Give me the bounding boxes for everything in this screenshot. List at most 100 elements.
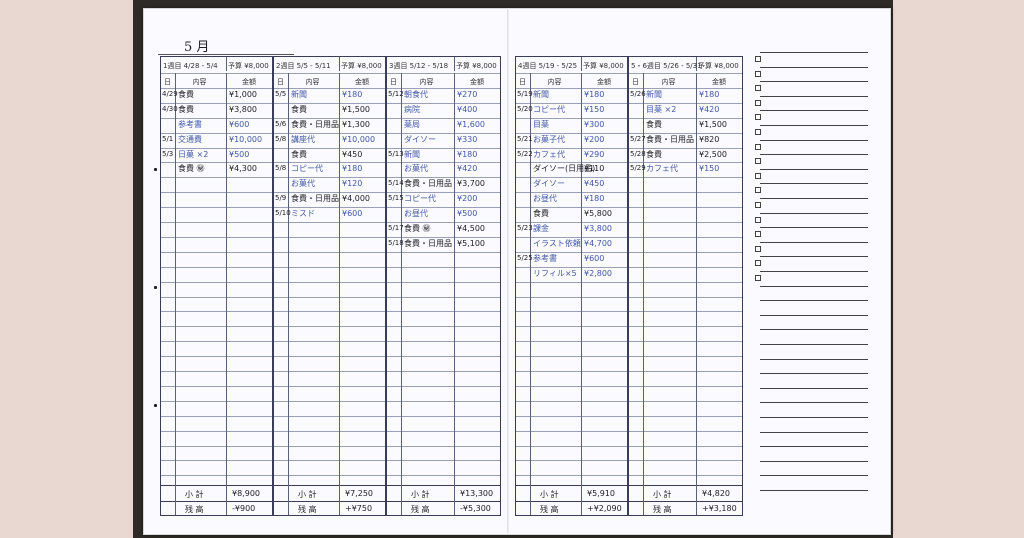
todo-checkbox[interactable] — [755, 216, 761, 223]
entry-item: コピー代 — [404, 194, 436, 204]
week-table-2: 2週目 5/5 - 5/11 予算 ¥8,000 日 内容 金額 5/5 新聞 ¥180 食費 ¥… — [273, 56, 386, 516]
ruled-line — [516, 207, 627, 209]
ruled-line — [274, 475, 385, 477]
ruled-line — [161, 326, 272, 328]
entry-item: ダイソー — [404, 134, 436, 144]
note-line — [760, 52, 868, 53]
subtotal-label: 小 計 — [298, 490, 317, 499]
entry-day: 5/15 — [388, 194, 404, 203]
todo-checkbox[interactable] — [755, 187, 761, 194]
ruled-line — [274, 296, 385, 298]
todo-checkbox[interactable] — [755, 202, 761, 208]
week-title: 5・6週目 5/26 - 5/31 — [631, 62, 702, 70]
subtotal-label: 小 計 — [540, 490, 559, 499]
todo-checkbox[interactable] — [755, 231, 761, 238]
entry-item: 食費 — [646, 119, 662, 129]
todo-checkbox[interactable] — [755, 114, 761, 121]
ruled-line — [387, 281, 500, 283]
ruled-line — [516, 385, 627, 387]
ruled-line — [387, 430, 500, 432]
column-header-amount: 金額 — [712, 78, 726, 86]
ruled-line — [629, 385, 742, 387]
ruled-line — [274, 117, 385, 119]
ruled-line — [629, 177, 742, 179]
entry-item: 交通費 — [178, 134, 202, 144]
entry-item: コピー代 — [533, 104, 565, 114]
todo-checkbox[interactable] — [755, 172, 761, 179]
note-line — [760, 431, 868, 433]
todo-checkbox[interactable] — [755, 56, 761, 62]
entry-day: 5/18 — [388, 238, 404, 247]
column-header-day: 日 — [277, 78, 284, 86]
column-header-amount: 金額 — [242, 78, 256, 86]
balance-label: 残 高 — [540, 505, 559, 514]
todo-checkbox[interactable] — [755, 158, 761, 165]
ruled-line — [274, 326, 385, 328]
week-budget: 予算 ¥8,000 — [341, 62, 382, 70]
entry-day: 5/23 — [517, 224, 533, 232]
ruled-line — [516, 400, 627, 402]
ruled-line — [629, 326, 742, 328]
entry-amount: ¥1,500 — [342, 104, 370, 114]
ruled-line — [274, 415, 385, 417]
note-line — [760, 344, 868, 345]
note-line — [760, 110, 868, 112]
subtotal-value: ¥7,250 — [345, 489, 373, 498]
note-line — [760, 81, 868, 83]
column-divider — [288, 73, 289, 515]
footer-line — [274, 501, 385, 502]
note-line — [760, 314, 868, 316]
week-budget: 予算 ¥8,000 — [583, 62, 624, 70]
entry-amount: ¥180 — [342, 89, 363, 99]
week-budget: 予算 ¥8,000 — [698, 62, 739, 70]
ruled-line — [161, 371, 272, 372]
footer-line — [274, 485, 385, 486]
entry-day: 5/28 — [630, 149, 646, 158]
todo-checkbox[interactable] — [755, 85, 761, 92]
ruled-line — [387, 177, 500, 179]
entry-item: 食費・日用品 — [404, 238, 452, 248]
note-line — [760, 373, 868, 375]
entry-item: カフェ代 — [646, 164, 678, 174]
entry-item: お菓代 — [404, 164, 428, 174]
todo-checkbox[interactable] — [755, 245, 761, 252]
entry-day: 5/8 — [275, 134, 287, 143]
entry-amount: ¥400 — [457, 104, 478, 114]
ruled-line — [274, 102, 385, 104]
todo-checkbox[interactable] — [755, 260, 761, 267]
entry-day: 5/9 — [275, 194, 287, 203]
ruled-line — [629, 281, 742, 283]
ruled-line — [629, 251, 742, 253]
entry-item: カフェ代 — [533, 149, 565, 159]
todo-checkbox[interactable] — [755, 99, 761, 106]
footer-line — [161, 501, 272, 502]
entry-amount: ¥120 — [342, 179, 363, 189]
note-line — [760, 154, 868, 156]
entry-item: 日菓 ×2 — [178, 149, 209, 159]
todo-checkbox[interactable] — [755, 129, 761, 135]
footer-line — [629, 501, 742, 502]
ruled-line — [516, 311, 627, 313]
entry-day: 5/8 — [275, 164, 287, 173]
ruled-line — [629, 222, 742, 223]
ruled-line — [274, 281, 385, 283]
entry-day: 5/6 — [275, 119, 287, 128]
todo-checkbox[interactable] — [755, 275, 761, 281]
ruled-line — [274, 222, 385, 223]
balance-value: -¥5,300 — [460, 504, 491, 513]
week-table-4: 4週目 5/19 - 5/25 予算 ¥8,000 日 内容 金額 5/19 新聞 ¥180 5… — [515, 56, 628, 516]
todo-checkbox[interactable] — [755, 70, 761, 77]
column-header-item: 内容 — [192, 78, 207, 86]
entry-amount: ¥180 — [342, 164, 363, 174]
entry-amount: ¥180 — [699, 89, 720, 99]
entry-item: お昼代 — [533, 194, 557, 204]
ruled-line — [387, 132, 500, 134]
todo-checkbox[interactable] — [755, 143, 761, 150]
ruled-line — [161, 117, 272, 119]
entry-amount: ¥4,500 — [457, 224, 485, 233]
column-divider — [226, 73, 227, 515]
entry-item: 食費 ㊙ — [404, 224, 431, 233]
entry-item: ダイソー(日用品) — [533, 164, 596, 174]
column-divider — [454, 73, 455, 515]
ruled-line — [516, 192, 627, 194]
